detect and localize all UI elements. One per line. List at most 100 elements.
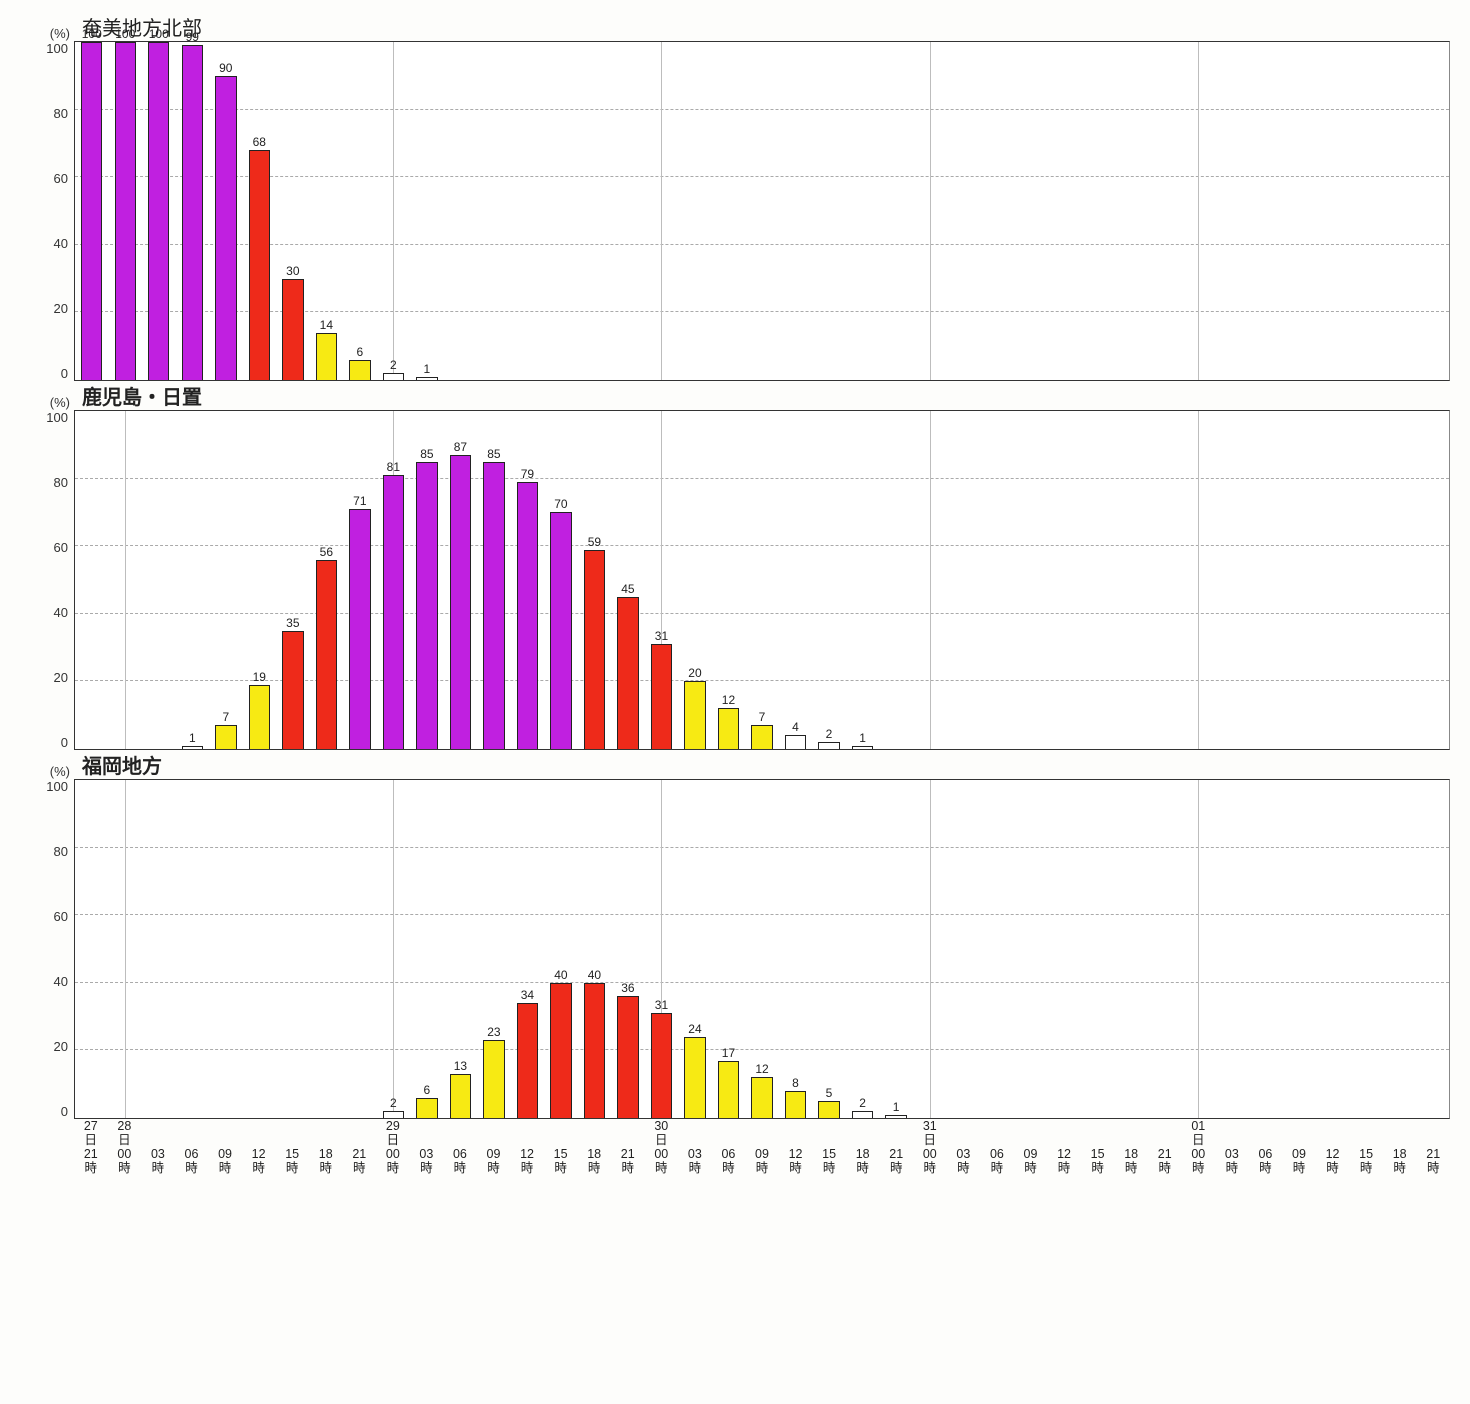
bar-value-label: 1 xyxy=(859,731,866,745)
bar-value-label: 1 xyxy=(424,362,431,376)
y-tick-label: 20 xyxy=(54,1039,68,1054)
bar xyxy=(818,742,839,749)
bar-value-label: 24 xyxy=(688,1022,701,1036)
bar xyxy=(718,1061,739,1118)
bar xyxy=(182,746,203,749)
y-tick-label: 60 xyxy=(54,171,68,186)
y-tick-label: 20 xyxy=(54,301,68,316)
bar-value-label: 30 xyxy=(286,264,299,278)
bar xyxy=(517,482,538,749)
bar-value-label: 7 xyxy=(222,710,229,724)
bar xyxy=(885,1115,906,1118)
bar xyxy=(617,996,638,1118)
y-axis-unit: (%) xyxy=(20,395,74,410)
x-hour-label: 03 時 xyxy=(956,1147,970,1176)
bar-value-label: 68 xyxy=(253,135,266,149)
y-tick-label: 20 xyxy=(54,670,68,685)
y-tick-label: 80 xyxy=(54,475,68,490)
x-hour-label: 21 時 xyxy=(352,1147,366,1176)
chart-panel: (%)奄美地方北部1008060402001001001009990683014… xyxy=(20,12,1450,381)
x-hour-label: 03 時 xyxy=(419,1147,433,1176)
x-hour-label: 12 時 xyxy=(520,1147,534,1176)
x-hour-label: 12 時 xyxy=(789,1147,803,1176)
x-hour-label: 12 時 xyxy=(1326,1147,1340,1176)
chart-panel: (%)鹿児島・日置1008060402001719355671818587857… xyxy=(20,381,1450,750)
y-axis: 100806040200 xyxy=(20,779,74,1119)
y-tick-label: 0 xyxy=(61,366,68,381)
bar xyxy=(483,1040,504,1118)
y-tick-label: 0 xyxy=(61,735,68,750)
bar xyxy=(349,360,370,380)
bar xyxy=(81,42,102,380)
bar xyxy=(517,1003,538,1118)
bar xyxy=(751,1077,772,1118)
bar-value-label: 2 xyxy=(390,358,397,372)
bar-value-label: 100 xyxy=(149,27,169,41)
x-hour-label: 03 時 xyxy=(151,1147,165,1176)
bar-value-label: 12 xyxy=(722,693,735,707)
x-hour-label: 15 時 xyxy=(1091,1147,1105,1176)
x-hour-label: 18 時 xyxy=(1393,1147,1407,1176)
bar xyxy=(349,509,370,749)
x-hour-label: 09 時 xyxy=(755,1147,769,1176)
y-axis-unit: (%) xyxy=(20,764,74,779)
bar-value-label: 56 xyxy=(320,545,333,559)
x-hour-label: 21 時 xyxy=(84,1147,98,1176)
bar-value-label: 34 xyxy=(521,988,534,1002)
y-tick-label: 100 xyxy=(46,41,68,56)
bars-layer: 171935567181858785797059453120127421 xyxy=(75,411,1449,749)
bar-value-label: 99 xyxy=(186,30,199,44)
x-hour-label: 12 時 xyxy=(252,1147,266,1176)
x-hour-label: 09 時 xyxy=(1024,1147,1038,1176)
bar xyxy=(249,150,270,380)
x-hour-label: 15 時 xyxy=(285,1147,299,1176)
chart-panel: (%)福岡地方100806040200261323344040363124171… xyxy=(20,750,1450,1119)
bar-value-label: 12 xyxy=(755,1062,768,1076)
x-hour-label: 00 時 xyxy=(117,1147,131,1176)
bar-value-label: 70 xyxy=(554,497,567,511)
x-hour-label: 03 時 xyxy=(688,1147,702,1176)
x-hour-label: 18 時 xyxy=(856,1147,870,1176)
bar-value-label: 14 xyxy=(320,318,333,332)
y-tick-label: 60 xyxy=(54,909,68,924)
bar-value-label: 90 xyxy=(219,61,232,75)
y-axis: 100806040200 xyxy=(20,41,74,381)
bar-value-label: 17 xyxy=(722,1046,735,1060)
bar-value-label: 85 xyxy=(420,447,433,461)
bar xyxy=(852,746,873,749)
x-date-label: 30 日 xyxy=(654,1119,668,1148)
x-hour-label: 06 時 xyxy=(185,1147,199,1176)
bar-value-label: 20 xyxy=(688,666,701,680)
x-date-label: 28 日 xyxy=(117,1119,131,1148)
bar-value-label: 8 xyxy=(792,1076,799,1090)
bar-value-label: 85 xyxy=(487,447,500,461)
bar-value-label: 31 xyxy=(655,629,668,643)
y-axis: 100806040200 xyxy=(20,410,74,750)
bar xyxy=(182,45,203,380)
bar xyxy=(215,725,236,749)
x-hour-label: 21 時 xyxy=(1426,1147,1440,1176)
bar xyxy=(718,708,739,749)
bar-value-label: 45 xyxy=(621,582,634,596)
bar-value-label: 100 xyxy=(82,27,102,41)
bars-layer: 26132334404036312417128521 xyxy=(75,780,1449,1118)
bar-value-label: 59 xyxy=(588,535,601,549)
bar-value-label: 1 xyxy=(189,731,196,745)
x-axis: 27 日28 日29 日30 日31 日01 日21 時00 時03 時06 時… xyxy=(74,1119,1450,1175)
bar-value-label: 100 xyxy=(115,27,135,41)
bar xyxy=(316,333,337,380)
bar xyxy=(617,597,638,749)
bar-value-label: 23 xyxy=(487,1025,500,1039)
bar-value-label: 6 xyxy=(424,1083,431,1097)
plot-area: 26132334404036312417128521 xyxy=(74,779,1450,1119)
x-hour-label: 03 時 xyxy=(1225,1147,1239,1176)
bar-value-label: 81 xyxy=(387,460,400,474)
bar-value-label: 5 xyxy=(826,1086,833,1100)
bar-value-label: 4 xyxy=(792,720,799,734)
bar-value-label: 2 xyxy=(859,1096,866,1110)
x-hour-label: 15 時 xyxy=(1359,1147,1373,1176)
y-axis-unit: (%) xyxy=(20,26,74,41)
bar xyxy=(550,983,571,1118)
bar-value-label: 40 xyxy=(588,968,601,982)
bar xyxy=(383,1111,404,1118)
